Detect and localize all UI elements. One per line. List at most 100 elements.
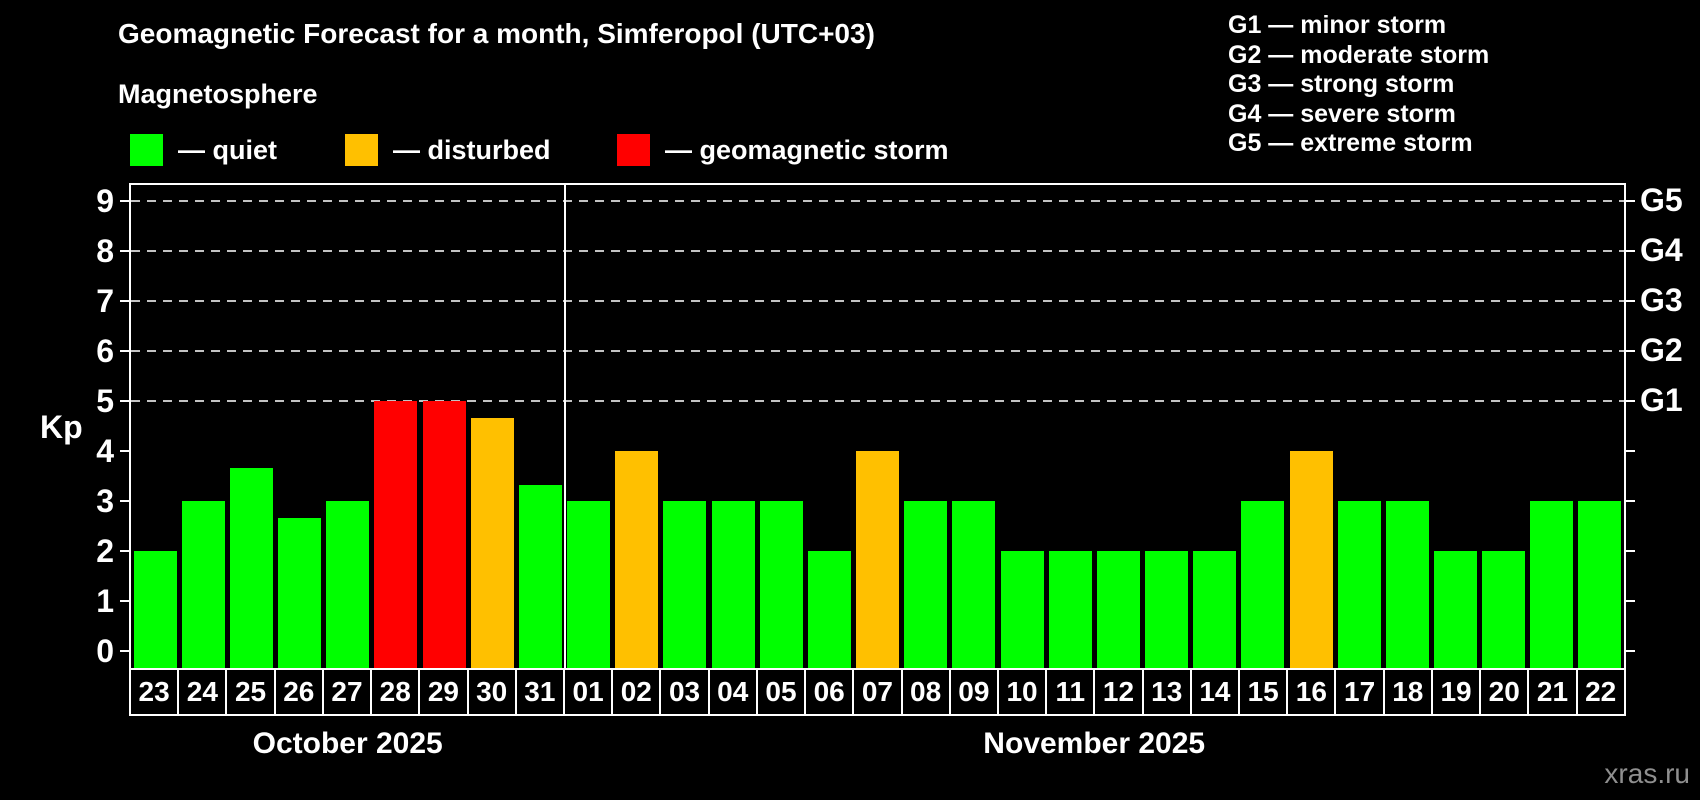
day-cell-11: 11 (1047, 670, 1096, 714)
y-tick-right (1626, 650, 1635, 652)
kp-bar-14 (1193, 551, 1237, 668)
kp-bar-08 (904, 501, 948, 668)
y-tick-label: 6 (96, 333, 114, 369)
day-cell-08: 08 (903, 670, 951, 714)
y-tick-left (120, 550, 129, 552)
kp-bar-29 (422, 401, 466, 668)
y-tick-left (120, 200, 129, 202)
day-cell-12: 12 (1095, 670, 1144, 714)
day-cell-02: 02 (613, 670, 662, 714)
y-tick-right (1626, 300, 1635, 302)
day-cell-01: 01 (565, 670, 614, 714)
chart-title: Geomagnetic Forecast for a month, Simfer… (118, 18, 875, 49)
day-cell-16: 16 (1288, 670, 1337, 714)
g-level-label: G4 (1640, 232, 1683, 268)
kp-bar-23 (133, 551, 177, 668)
g-scale-line-g4: G4 — severe storm (1228, 99, 1456, 128)
day-cell-14: 14 (1192, 670, 1241, 714)
watermark: xras.ru (1604, 758, 1690, 789)
kp-bar-02 (615, 451, 659, 668)
gridline (131, 350, 1624, 352)
day-cell-09: 09 (951, 670, 999, 714)
y-tick-label: 2 (96, 533, 114, 569)
month-label: November 2025 (983, 727, 1206, 760)
kp-bar-15 (1241, 501, 1285, 668)
kp-bar-24 (181, 501, 225, 668)
legend-swatch-quiet (130, 134, 163, 166)
gridline (131, 300, 1624, 302)
kp-bar-10 (1000, 551, 1044, 668)
y-tick-left (120, 400, 129, 402)
y-tick-left (120, 250, 129, 252)
kp-bar-12 (1096, 551, 1140, 668)
g-level-label: G1 (1640, 382, 1683, 418)
g-level-label: G3 (1640, 282, 1683, 318)
g-scale-legend: G1 — minor storm G2 — moderate storm G3 … (1228, 11, 1489, 159)
y-tick-label: 8 (96, 233, 114, 269)
kp-bar-26 (278, 517, 322, 668)
kp-bar-30 (470, 417, 514, 668)
g-scale-line-g5: G5 — extreme storm (1228, 129, 1473, 158)
kp-bar-17 (1337, 501, 1381, 668)
y-tick-right (1626, 450, 1635, 452)
kp-bar-01 (567, 501, 611, 668)
g-scale-line-g2: G2 — moderate storm (1228, 40, 1490, 69)
kp-bar-13 (1145, 551, 1188, 668)
g-level-label: G2 (1640, 332, 1683, 368)
y-tick-left (120, 650, 129, 652)
day-cell-03: 03 (661, 670, 710, 714)
kp-bar-31 (518, 484, 562, 668)
day-cell-24: 24 (179, 670, 228, 714)
legend-label-storm: — geomagnetic storm (665, 135, 949, 165)
kp-bar-28 (374, 401, 418, 668)
kp-bar-04 (711, 501, 755, 668)
y-tick-left (120, 300, 129, 302)
day-cell-23: 23 (131, 670, 180, 714)
legend-label-disturbed: — disturbed (393, 135, 551, 165)
day-cell-31: 31 (517, 670, 565, 714)
g-scale-line-g1: G1 — minor storm (1228, 11, 1447, 39)
kp-bar-22 (1578, 501, 1622, 668)
kp-bar-27 (326, 501, 370, 668)
kp-bar-18 (1385, 501, 1429, 668)
y-tick-left (120, 450, 129, 452)
kp-bar-11 (1048, 551, 1092, 668)
day-cell-27: 27 (324, 670, 373, 714)
day-cell-04: 04 (710, 670, 758, 714)
legend-swatch-disturbed (345, 134, 378, 166)
day-cell-21: 21 (1529, 670, 1578, 714)
day-cell-07: 07 (854, 670, 903, 714)
gridline (131, 400, 1624, 402)
kp-bar-19 (1434, 551, 1477, 668)
day-cell-06: 06 (806, 670, 855, 714)
day-cell-22: 22 (1585, 676, 1617, 707)
kp-bar-07 (856, 451, 899, 668)
y-tick-right (1626, 400, 1635, 402)
kp-bar-06 (807, 551, 851, 668)
y-tick-label: 0 (96, 633, 114, 669)
day-cell-26: 26 (276, 670, 324, 714)
g-level-label: G5 (1640, 182, 1683, 218)
legend-label-quiet: — quiet (178, 135, 277, 165)
kp-bar-25 (229, 467, 273, 668)
kp-bar-20 (1482, 551, 1526, 668)
day-cell-13: 13 (1144, 670, 1192, 714)
plot-area (129, 183, 1626, 668)
y-tick-left (120, 500, 129, 502)
kp-bar-09 (952, 501, 996, 668)
y-axis-title: Kp (40, 409, 83, 445)
chart-subtitle: Magnetosphere (118, 79, 318, 109)
g-scale-line-g3: G3 — strong storm (1228, 70, 1455, 99)
day-cell-10: 10 (999, 670, 1048, 714)
kp-bar-21 (1530, 501, 1574, 668)
y-tick-right (1626, 550, 1635, 552)
gridline (131, 250, 1624, 252)
y-tick-label: 4 (96, 433, 114, 469)
legend-swatch-storm (617, 134, 650, 166)
y-tick-right (1626, 250, 1635, 252)
y-tick-left (120, 350, 129, 352)
day-cell-30: 30 (469, 670, 517, 714)
month-separator (563, 183, 566, 668)
y-tick-right (1626, 350, 1635, 352)
day-cell-15: 15 (1240, 670, 1289, 714)
